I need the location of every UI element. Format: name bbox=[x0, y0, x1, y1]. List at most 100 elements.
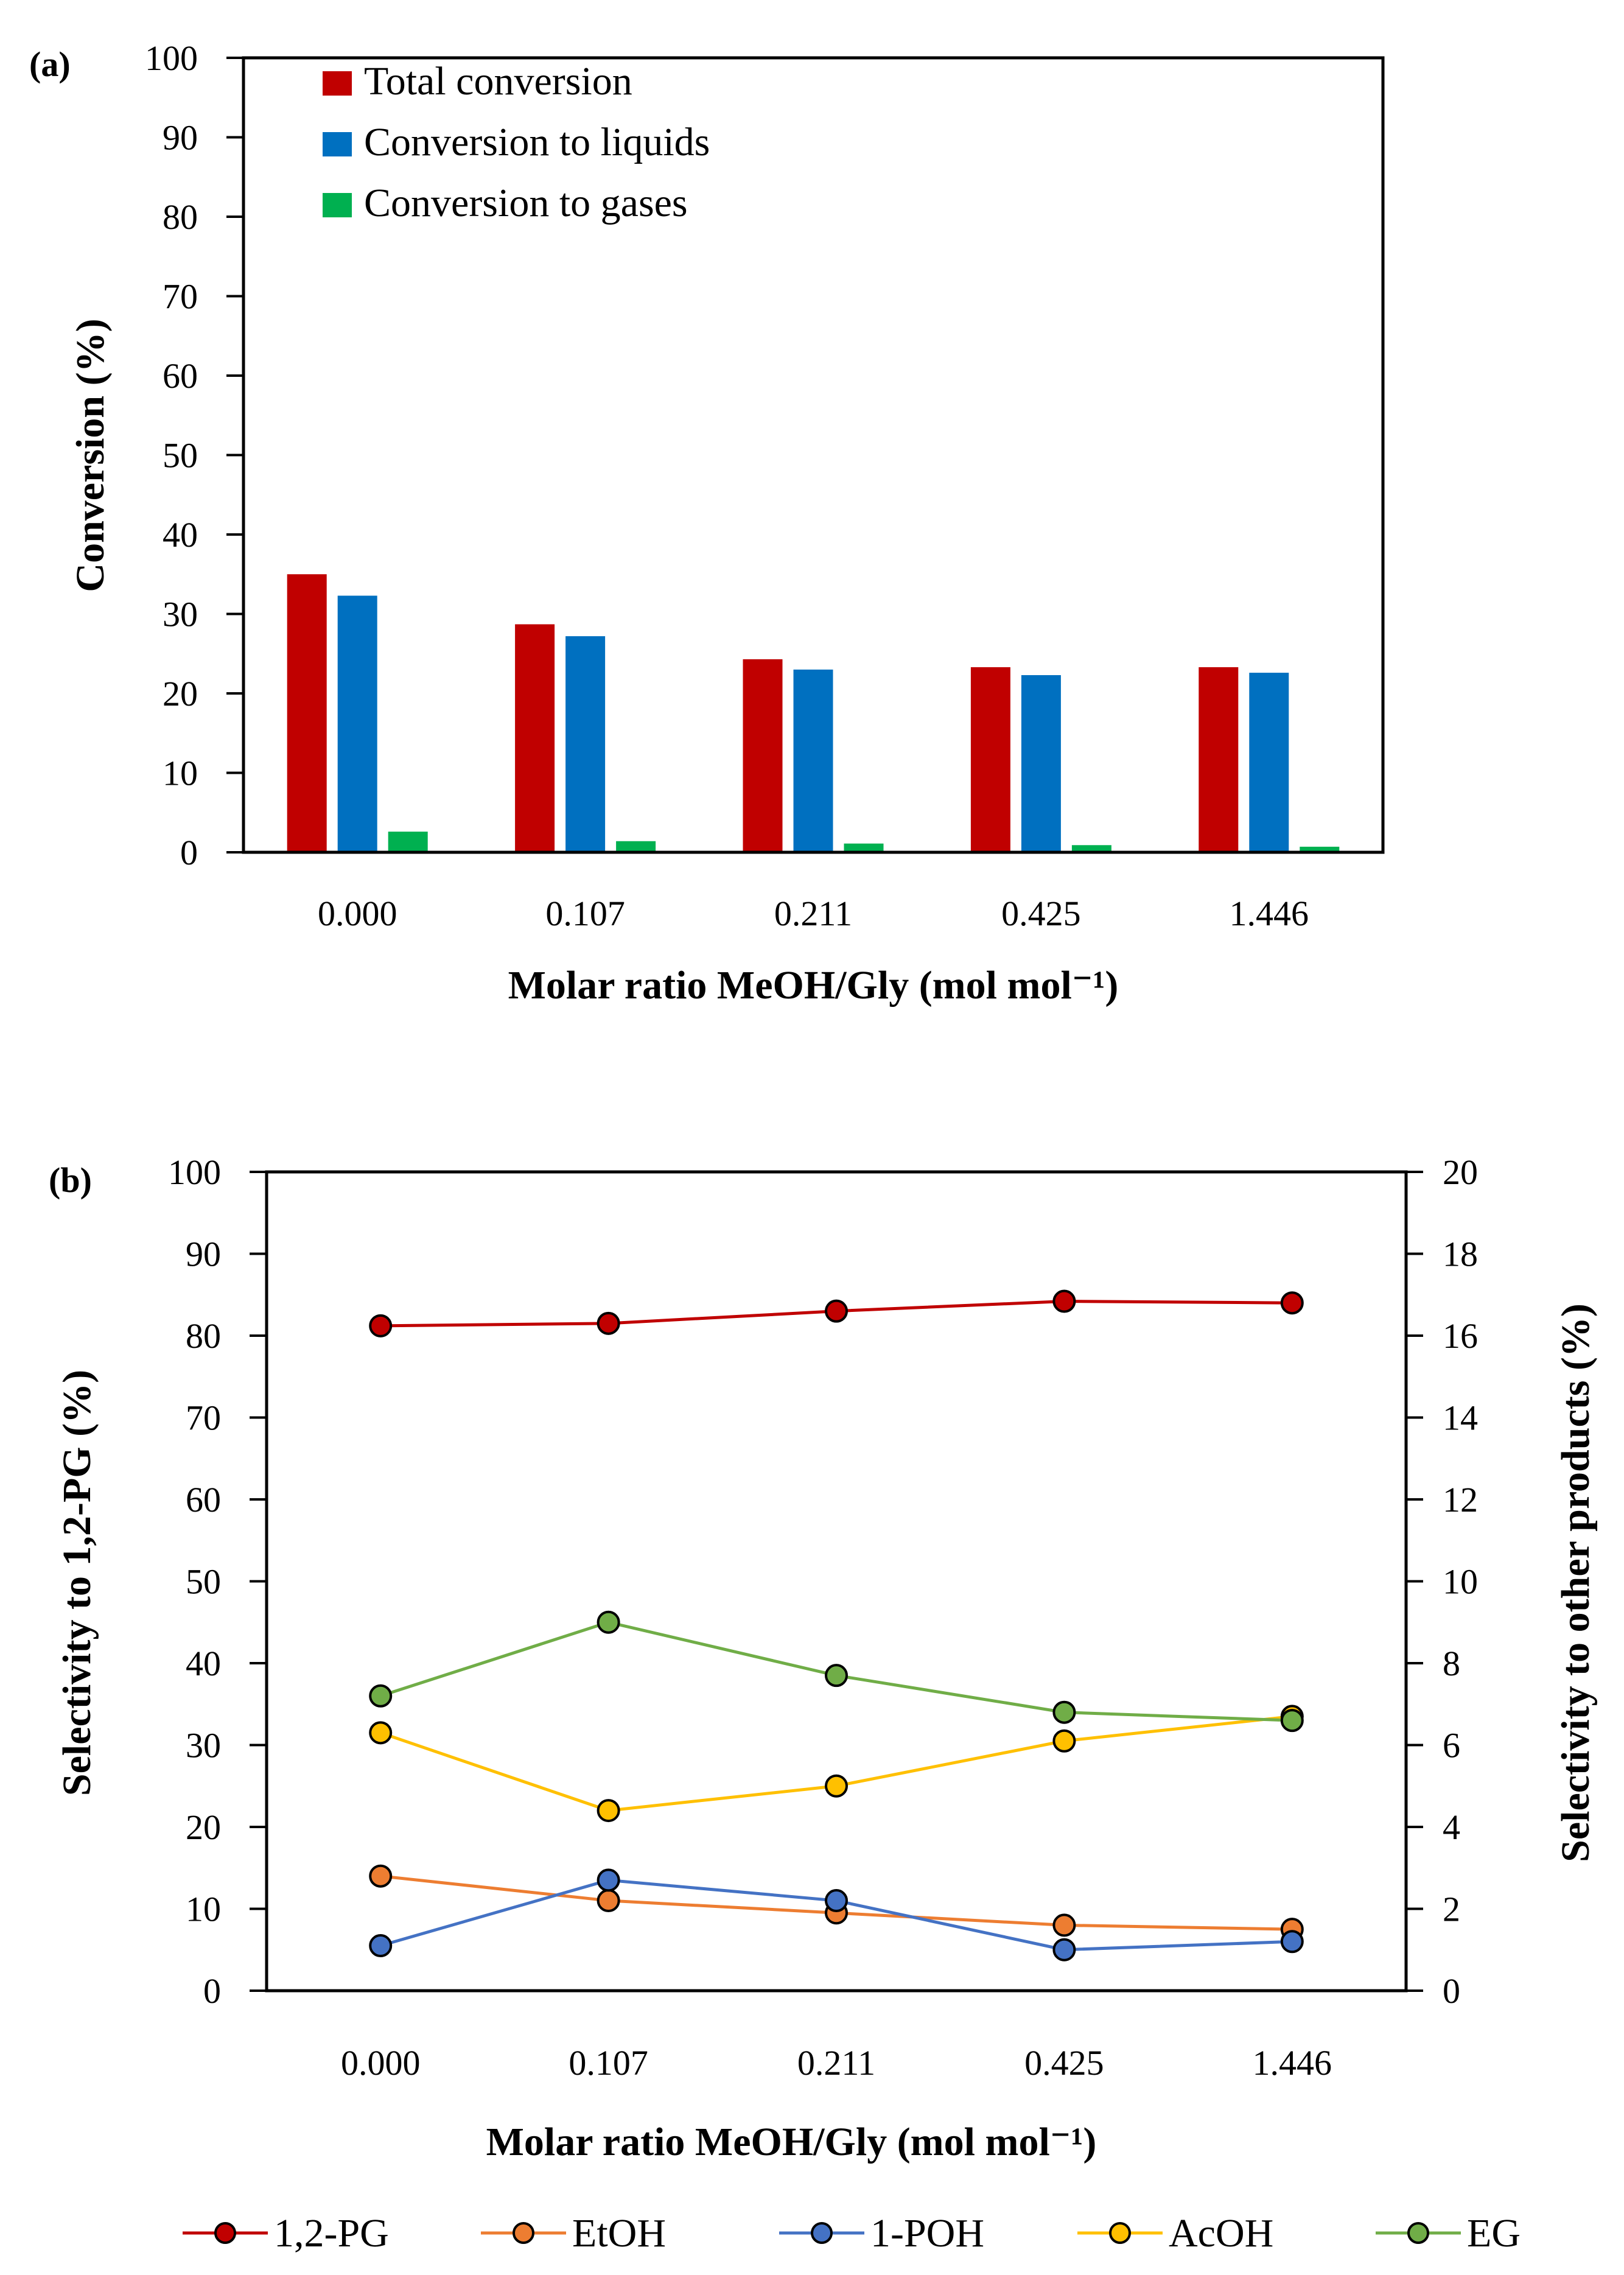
bar-conversion-to-gases-0.211 bbox=[844, 843, 884, 852]
chart-b-right-y-tick-label: 18 bbox=[1443, 1235, 1478, 1274]
point-1-poh-0.000 bbox=[369, 1934, 393, 1958]
chart-b-left-y-axis-title: Selectivity to 1,2-PG (%) bbox=[55, 1370, 99, 1796]
chart-b-right-y-tick-label: 20 bbox=[1443, 1152, 1478, 1192]
chart-b-right-y-tick-label: 14 bbox=[1443, 1398, 1478, 1438]
chart-a-y-tick-label: 60 bbox=[163, 356, 198, 396]
chart-a-y-axis-title: Conversion (%) bbox=[68, 318, 113, 592]
chart-b-left-y-tick-label: 50 bbox=[186, 1562, 221, 1602]
chart-b-left-y-tick-label: 40 bbox=[186, 1644, 221, 1683]
chart-a-x-tick-label: 0.000 bbox=[318, 894, 397, 933]
chart-b-x-tick-label: 0.211 bbox=[797, 2043, 875, 2083]
point-eg-0.000 bbox=[369, 1684, 393, 1708]
chart-b-right-y-tick-label: 16 bbox=[1443, 1316, 1478, 1356]
bar-total-conversion-1.446 bbox=[1199, 667, 1239, 852]
chart-a-y-tick-label: 30 bbox=[163, 595, 198, 634]
chart-b-left-y-tick-label: 30 bbox=[186, 1726, 221, 1765]
chart-b-left-y-tick-label: 100 bbox=[168, 1152, 221, 1192]
chart-a-y-tick-label: 80 bbox=[163, 197, 198, 237]
point-acoh-0.107 bbox=[597, 1799, 620, 1823]
chart-a-x-tick-label: 0.425 bbox=[1001, 894, 1081, 933]
legend-label-etoh: EtOH bbox=[572, 2211, 666, 2256]
chart-b-x-tick-label: 0.107 bbox=[569, 2043, 648, 2083]
legend-label-1-2-pg: 1,2-PG bbox=[274, 2211, 389, 2256]
legend-label-1-poh: 1-POH bbox=[870, 2211, 984, 2256]
bar-conversion-to-liquids-0.211 bbox=[793, 669, 833, 852]
chart-a-x-tick-label: 0.211 bbox=[774, 894, 852, 933]
chart-b-left-y-tick-label: 10 bbox=[186, 1890, 221, 1929]
chart-a-x-tick-label: 1.446 bbox=[1230, 894, 1309, 933]
bar-conversion-to-gases-0.000 bbox=[388, 832, 428, 852]
legend-swatch-conversion-to-gases bbox=[323, 193, 352, 217]
chart-b-right-y-tick-label: 12 bbox=[1443, 1480, 1478, 1520]
point-1-2-pg-1.446 bbox=[1280, 1291, 1304, 1315]
legend-label-total-conversion: Total conversion bbox=[364, 59, 632, 103]
chart-b-x-tick-label: 1.446 bbox=[1253, 2043, 1332, 2083]
chart-a: (a) 0 10 20 30 40 50 60 70 80 90 100 0.000 0.107 0.2… bbox=[29, 38, 1385, 1008]
chart-b-right-y-tick-label: 2 bbox=[1443, 1890, 1460, 1929]
bar-conversion-to-liquids-0.000 bbox=[337, 595, 377, 852]
chart-a-y-tick-label: 50 bbox=[163, 436, 198, 475]
chart-a-x-axis-title: Molar ratio MeOH/Gly (mol mol⁻¹) bbox=[508, 963, 1119, 1008]
bar-conversion-to-gases-0.107 bbox=[616, 841, 656, 852]
bar-conversion-to-gases-0.425 bbox=[1071, 845, 1111, 852]
chart-b-x-axis-title: Molar ratio MeOH/Gly (mol mol⁻¹) bbox=[486, 2120, 1097, 2164]
legend-swatch-conversion-to-liquids bbox=[323, 132, 352, 156]
chart-a-y-tick-label: 40 bbox=[163, 515, 198, 555]
point-1-poh-0.425 bbox=[1052, 1938, 1076, 1961]
chart-b-right-y-tick-label: 4 bbox=[1443, 1807, 1460, 1847]
point-1-poh-0.211 bbox=[825, 1889, 848, 1913]
point-acoh-0.000 bbox=[369, 1721, 393, 1745]
legend-marker-1-poh bbox=[811, 2222, 833, 2244]
panel-b-label: (b) bbox=[49, 1160, 92, 1200]
chart-a-y-tick-label: 0 bbox=[180, 833, 198, 872]
chart-b-x-tick-label: 0.000 bbox=[341, 2043, 421, 2083]
point-eg-0.211 bbox=[825, 1664, 848, 1688]
bar-conversion-to-liquids-0.425 bbox=[1021, 675, 1061, 852]
legend-marker-acoh bbox=[1109, 2222, 1131, 2244]
legend-label-conversion-to-liquids: Conversion to liquids bbox=[364, 120, 710, 164]
point-etoh-0.107 bbox=[597, 1889, 620, 1913]
bar-conversion-to-liquids-0.107 bbox=[565, 636, 606, 852]
chart-a-y-tick-label: 70 bbox=[163, 277, 198, 317]
chart-b-plot-frame bbox=[265, 1170, 1408, 1993]
point-1-2-pg-0.000 bbox=[369, 1314, 393, 1337]
bar-conversion-to-gases-1.446 bbox=[1300, 846, 1340, 852]
chart-b-left-y-tick-label: 90 bbox=[186, 1235, 221, 1274]
chart-b-left-y-tick-label: 80 bbox=[186, 1316, 221, 1356]
chart-b-left-y-tick-label: 70 bbox=[186, 1398, 221, 1438]
chart-a-y-tick-label: 100 bbox=[145, 38, 198, 78]
chart-b-right-y-axis-title: Selectivity to other products (%) bbox=[1553, 1303, 1598, 1862]
chart-a-x-tick-label: 0.107 bbox=[545, 894, 625, 933]
point-eg-1.446 bbox=[1280, 1709, 1304, 1733]
legend-marker-1-2-pg bbox=[214, 2222, 236, 2244]
point-acoh-0.211 bbox=[825, 1774, 848, 1798]
point-acoh-0.425 bbox=[1052, 1729, 1076, 1753]
point-1-poh-1.446 bbox=[1280, 1930, 1304, 1954]
bar-total-conversion-0.107 bbox=[515, 624, 555, 852]
point-1-2-pg-0.107 bbox=[597, 1311, 620, 1335]
chart-b-right-y-tick-label: 0 bbox=[1443, 1971, 1460, 2011]
legend-marker-etoh bbox=[513, 2222, 534, 2244]
point-etoh-0.000 bbox=[369, 1864, 393, 1888]
chart-b-right-y-tick-label: 10 bbox=[1443, 1562, 1478, 1602]
bar-total-conversion-0.000 bbox=[287, 574, 327, 852]
chart-b-right-y-tick-label: 6 bbox=[1443, 1726, 1460, 1765]
point-eg-0.425 bbox=[1052, 1700, 1076, 1724]
point-1-2-pg-0.211 bbox=[825, 1299, 848, 1323]
point-eg-0.107 bbox=[597, 1610, 620, 1634]
bar-conversion-to-liquids-1.446 bbox=[1249, 673, 1289, 852]
legend-marker-eg bbox=[1407, 2222, 1429, 2244]
chart-a-y-tick-label: 10 bbox=[163, 754, 198, 793]
point-1-poh-0.107 bbox=[597, 1868, 620, 1892]
point-1-2-pg-0.425 bbox=[1052, 1289, 1076, 1313]
legend-label-acoh: AcOH bbox=[1169, 2211, 1273, 2256]
chart-b-right-y-tick-label: 8 bbox=[1443, 1644, 1460, 1683]
panel-a-label: (a) bbox=[29, 44, 71, 84]
chart-a-y-tick-label: 90 bbox=[163, 118, 198, 158]
legend-label-eg: EG bbox=[1467, 2211, 1521, 2256]
bar-total-conversion-0.425 bbox=[970, 667, 1010, 852]
chart-a-y-tick-label: 20 bbox=[163, 674, 198, 713]
legend-label-conversion-to-gases: Conversion to gases bbox=[364, 181, 688, 225]
chart-b-left-y-tick-label: 0 bbox=[203, 1971, 221, 2011]
bar-total-conversion-0.211 bbox=[743, 659, 783, 852]
